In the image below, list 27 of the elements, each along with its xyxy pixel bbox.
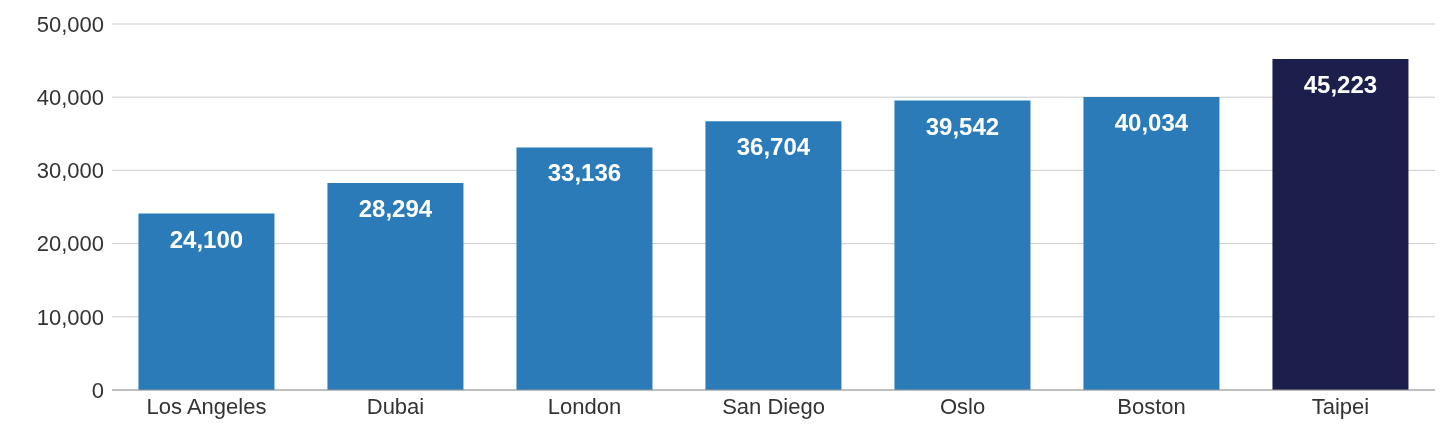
data-label: 36,704 xyxy=(736,133,811,161)
y-tick-label: 10,000 xyxy=(36,304,104,330)
bar xyxy=(894,100,1031,390)
y-tick-label: 50,000 xyxy=(36,11,104,37)
y-tick-label: 30,000 xyxy=(36,158,104,184)
bar xyxy=(1083,96,1220,390)
data-label: 45,223 xyxy=(1303,70,1378,98)
x-tick-label: Oslo xyxy=(939,393,986,419)
x-tick-label: London xyxy=(547,393,622,419)
x-tick-label: Dubai xyxy=(366,393,425,419)
y-tick-label: 0 xyxy=(91,377,104,403)
bar xyxy=(138,213,275,390)
bar xyxy=(516,147,653,390)
x-tick-label: Boston xyxy=(1117,393,1186,419)
y-tick-label: 20,000 xyxy=(36,231,104,257)
data-label: 28,294 xyxy=(358,194,433,222)
x-tick-label: San Diego xyxy=(722,393,825,419)
data-label: 39,542 xyxy=(925,112,1000,140)
x-tick-label: Taipei xyxy=(1311,393,1370,419)
bar xyxy=(1272,58,1409,390)
data-label: 33,136 xyxy=(547,159,622,187)
bar xyxy=(327,182,464,390)
bar xyxy=(705,121,842,390)
data-label: 40,034 xyxy=(1114,108,1189,136)
data-label: 24,100 xyxy=(169,225,244,253)
x-tick-label: Los Angeles xyxy=(146,393,267,419)
y-tick-label: 40,000 xyxy=(36,85,104,111)
